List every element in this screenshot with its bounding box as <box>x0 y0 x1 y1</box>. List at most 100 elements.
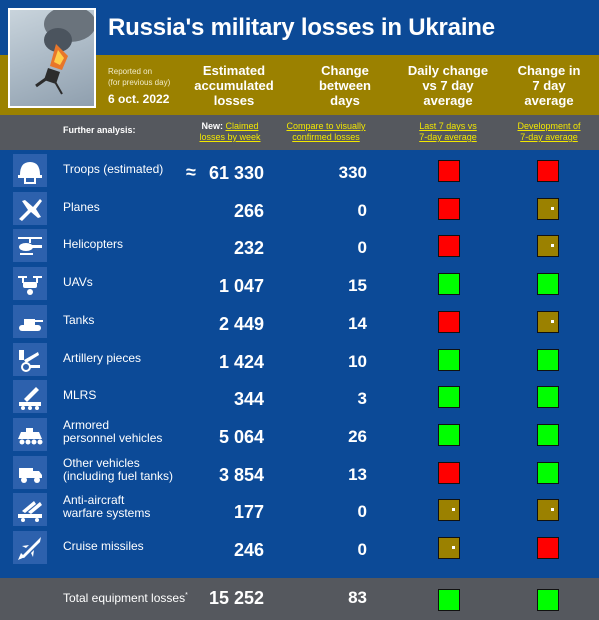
seven-day-average-indicator <box>537 160 559 182</box>
footnote-marker: * <box>185 592 188 599</box>
column-header-line: Change in <box>517 63 581 78</box>
reported-note-line2: (for previous day) <box>108 78 171 87</box>
row-label-line: Anti-aircraft <box>63 493 125 507</box>
daily-vs-average-indicator <box>438 349 460 371</box>
loss-row: Helicopters 232 0 <box>0 227 599 265</box>
daily-vs-average-indicator <box>438 386 460 408</box>
column-header-line: vs 7 day <box>422 78 474 93</box>
seven-day-average-indicator <box>537 424 559 446</box>
column-header-line: average <box>524 93 574 108</box>
analysis-label: Further analysis: <box>63 125 136 135</box>
tank-icon <box>13 305 47 338</box>
daily-change-value: 330 <box>338 163 367 182</box>
helicopter-icon <box>13 229 47 262</box>
loss-row: Troops (estimated) ≈61 330 330 <box>0 152 599 190</box>
row-label: Artillery pieces <box>63 352 141 365</box>
link-text: 7-day average <box>419 132 477 142</box>
daily-change-value: 10 <box>348 352 367 371</box>
page-title: Russia's military losses in Ukraine <box>108 14 495 41</box>
reported-note-line1: Reported on <box>108 67 153 76</box>
accumulated-losses-value: 5 064 <box>218 427 264 447</box>
accumulated-losses-value: 232 <box>233 238 264 258</box>
accumulated-losses-value: 344 <box>233 389 264 409</box>
claimed-losses-link[interactable]: New: Claimed losses by week <box>186 121 274 143</box>
row-label-line: Armored <box>63 418 110 432</box>
new-prefix: New: <box>201 121 223 131</box>
seven-day-average-indicator <box>537 198 559 220</box>
burning-aircraft-photo <box>8 8 96 108</box>
accumulated-losses-value: 246 <box>233 540 264 560</box>
accumulated-losses-value: 177 <box>233 502 264 522</box>
last-seven-days-link[interactable]: Last 7 days vs 7-day average <box>402 121 494 143</box>
row-label: Cruise missiles <box>63 540 144 553</box>
daily-change-value: 3 <box>357 389 367 408</box>
artillery-icon <box>13 343 47 376</box>
total-row: Total equipment losses* 15 252 83 <box>0 578 599 620</box>
daily-vs-average-indicator <box>438 462 460 484</box>
daily-change-value: 0 <box>357 201 367 220</box>
daily-change-value: 15 <box>348 276 367 295</box>
loss-row: UAVs 1 047 15 <box>0 265 599 303</box>
total-change: 83 <box>348 588 367 607</box>
row-label-line: Troops (estimated) <box>63 162 164 176</box>
missile-icon <box>13 531 47 564</box>
row-label-line: Cruise missiles <box>63 539 144 553</box>
column-header-line: losses <box>213 93 255 108</box>
truck-icon <box>13 456 47 489</box>
column-header-daily: Daily change vs 7 day average <box>400 63 496 108</box>
link-text: 7-day average <box>520 132 578 142</box>
row-label: Planes <box>63 201 100 214</box>
seven-day-average-indicator <box>537 386 559 408</box>
accumulated-losses-value: 266 <box>233 201 264 221</box>
reported-note: Reported on (for previous day) <box>108 66 170 88</box>
row-label-line: Tanks <box>63 313 95 327</box>
loss-row: Anti-aircraft warfare systems 177 0 <box>0 491 599 529</box>
row-label-line: Helicopters <box>63 237 124 251</box>
daily-vs-average-indicator <box>438 273 460 295</box>
daily-vs-average-indicator <box>438 160 460 182</box>
loss-row: Tanks 2 449 14 <box>0 303 599 341</box>
approximate-sign: ≈ <box>186 162 196 182</box>
daily-change-value: 0 <box>357 502 367 521</box>
row-label-line: warfare systems <box>63 506 151 520</box>
total-seven-day-indicator <box>537 589 559 611</box>
row-label: Troops (estimated) <box>63 163 163 176</box>
apc-icon <box>13 418 47 451</box>
row-label: Anti-aircraft warfare systems <box>63 494 150 520</box>
column-header-seven-day: Change in 7 day average <box>506 63 592 108</box>
seven-day-average-indicator <box>537 311 559 333</box>
loss-row: Other vehicles (including fuel tanks) 3 85… <box>0 454 599 492</box>
loss-row: Cruise missiles 246 0 <box>0 529 599 567</box>
link-text: Claimed <box>225 121 259 131</box>
daily-change-value: 13 <box>348 465 367 484</box>
column-header-estimated: Estimated accumulated losses <box>190 63 278 108</box>
total-label: Total equipment losses* <box>63 591 188 605</box>
analysis-bar: Further analysis: New: Claimed losses by… <box>0 115 599 150</box>
seven-day-average-indicator <box>537 349 559 371</box>
accumulated-losses-value: 3 854 <box>218 465 264 485</box>
loss-row: Planes 266 0 <box>0 190 599 228</box>
accumulated-losses-value: 61 330 <box>208 163 264 183</box>
column-header-line: Daily change <box>407 63 489 78</box>
row-label-line: Other vehicles <box>63 456 140 470</box>
row-label-line: UAVs <box>63 275 93 289</box>
seven-day-average-indicator <box>537 235 559 257</box>
column-header-line: 7 day <box>532 78 566 93</box>
mlrs-icon <box>13 380 47 413</box>
accumulated-losses-value: 1 047 <box>218 276 264 296</box>
column-header-line: between <box>318 78 371 93</box>
total-daily-indicator <box>438 589 460 611</box>
report-date: 6 oct. 2022 <box>108 92 170 106</box>
row-label: Tanks <box>63 314 94 327</box>
column-header-line: days <box>330 93 360 108</box>
row-label: Other vehicles (including fuel tanks) <box>63 457 173 483</box>
seven-day-average-indicator <box>537 273 559 295</box>
confirmed-losses-link[interactable]: Compare to visually confirmed losses <box>278 121 374 143</box>
anti-aircraft-icon <box>13 493 47 526</box>
total-label-text: Total equipment losses <box>63 591 186 605</box>
daily-vs-average-indicator <box>438 198 460 220</box>
row-label-line: (including fuel tanks) <box>63 469 174 483</box>
column-header-line: accumulated <box>194 78 274 93</box>
seven-day-development-link[interactable]: Development of 7-day average <box>506 121 592 143</box>
